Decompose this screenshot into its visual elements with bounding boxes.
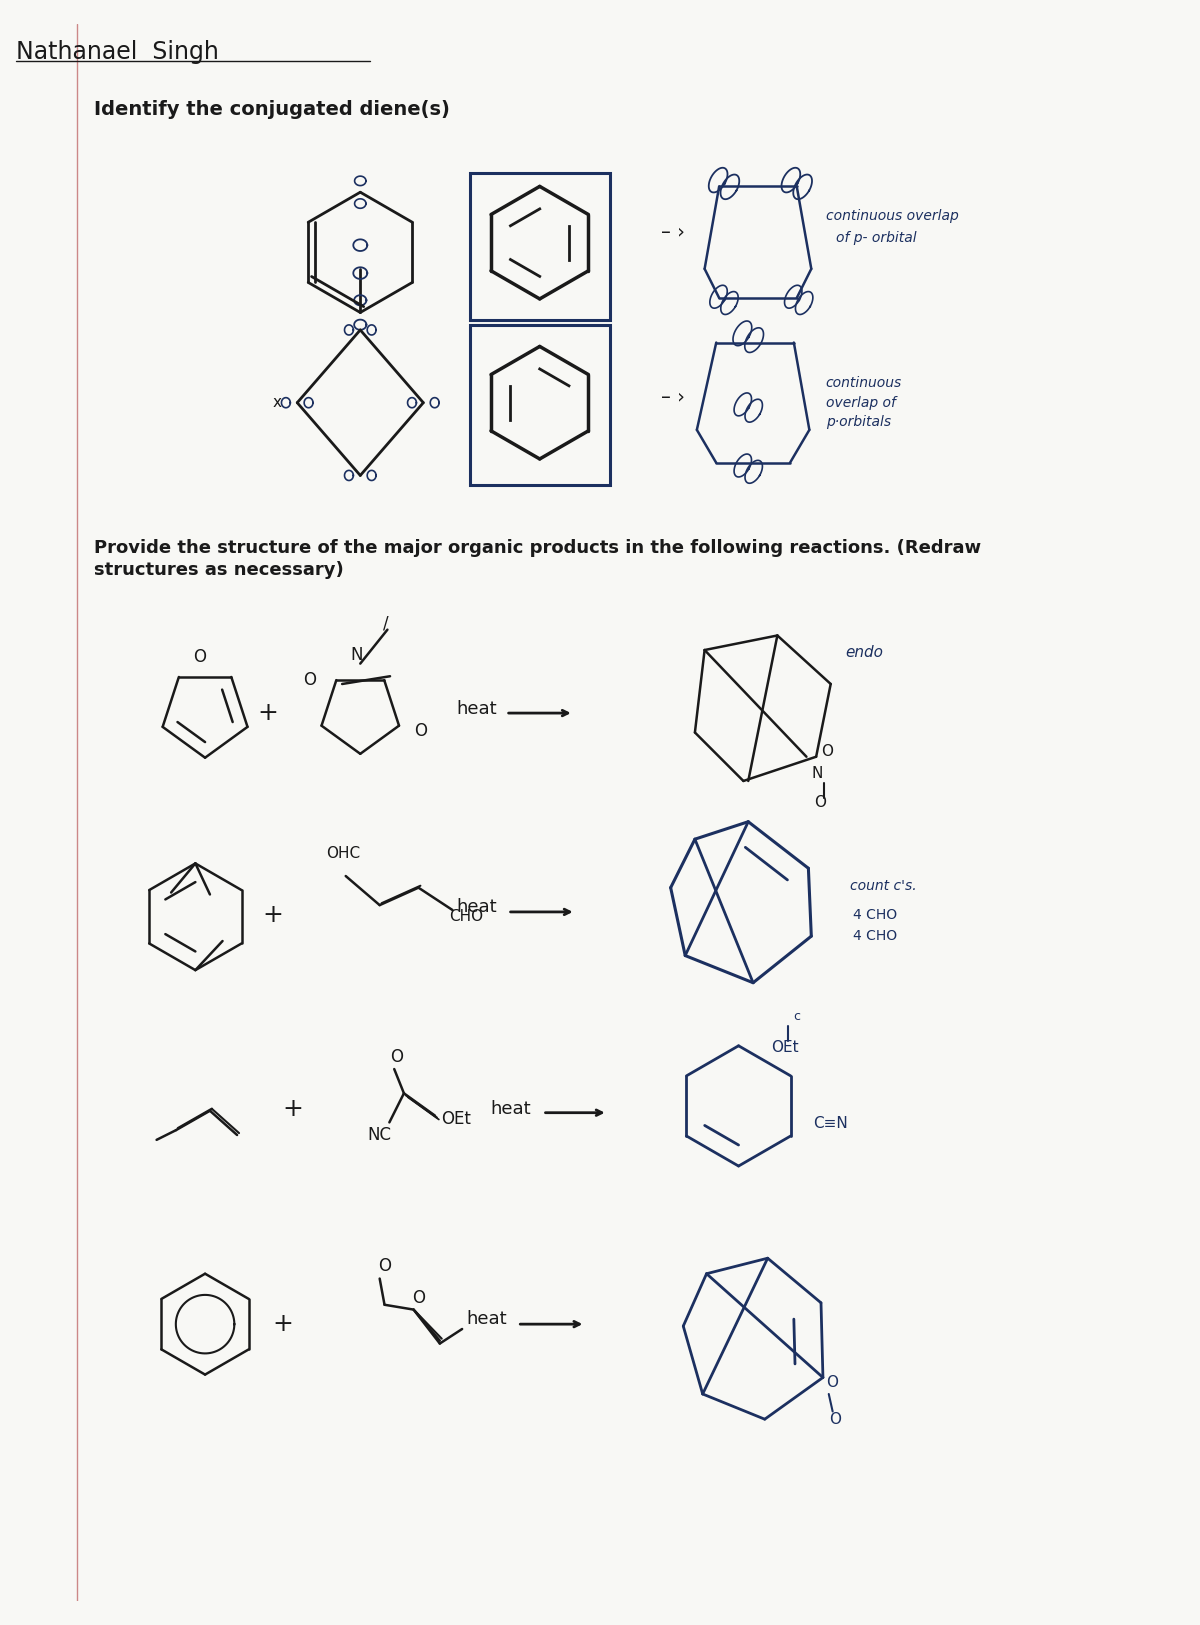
Text: Nathanael  Singh: Nathanael Singh (16, 39, 218, 63)
Text: Identify the conjugated diene(s): Identify the conjugated diene(s) (94, 101, 450, 119)
Text: endo: endo (845, 645, 883, 660)
Text: continuous overlap: continuous overlap (826, 210, 959, 224)
Text: N: N (350, 645, 362, 665)
Text: of p- orbital: of p- orbital (835, 231, 916, 245)
Text: p·orbitals: p·orbitals (826, 414, 890, 429)
Text: OHC: OHC (326, 847, 360, 861)
Text: +: + (282, 1097, 302, 1121)
Text: structures as necessary): structures as necessary) (94, 561, 343, 578)
Text: heat: heat (491, 1100, 530, 1118)
Text: CHO: CHO (450, 910, 484, 925)
Text: heat: heat (466, 1310, 506, 1328)
Text: O: O (412, 1289, 425, 1306)
Text: 4 CHO: 4 CHO (853, 929, 898, 942)
Text: +: + (263, 904, 283, 926)
Text: /: / (383, 614, 389, 632)
Text: O: O (414, 722, 427, 739)
Text: Provide the structure of the major organic products in the following reactions. : Provide the structure of the major organ… (94, 540, 980, 557)
Text: x: x (272, 395, 282, 410)
Text: O: O (193, 648, 205, 666)
Text: N: N (811, 765, 823, 780)
Text: count c's.: count c's. (850, 879, 917, 892)
Text: C≡N: C≡N (814, 1116, 848, 1131)
Text: heat: heat (456, 700, 497, 718)
Text: +: + (272, 1311, 293, 1336)
Text: O: O (815, 795, 827, 809)
Text: – ›: – › (661, 388, 685, 408)
Text: O: O (821, 744, 833, 759)
Text: O: O (302, 671, 316, 689)
Text: O: O (829, 1412, 841, 1427)
Text: 4 CHO: 4 CHO (853, 908, 898, 921)
Text: OEt: OEt (772, 1040, 799, 1055)
Text: overlap of: overlap of (826, 396, 895, 410)
Text: OEt: OEt (440, 1110, 470, 1128)
Text: +: + (258, 700, 278, 725)
Text: continuous: continuous (826, 377, 902, 390)
Text: NC: NC (367, 1126, 391, 1144)
Text: c: c (793, 1011, 800, 1024)
Text: O: O (826, 1375, 838, 1389)
Text: O: O (390, 1048, 403, 1066)
Text: O: O (378, 1258, 391, 1276)
Text: – ›: – › (661, 224, 685, 242)
Text: heat: heat (456, 899, 497, 916)
